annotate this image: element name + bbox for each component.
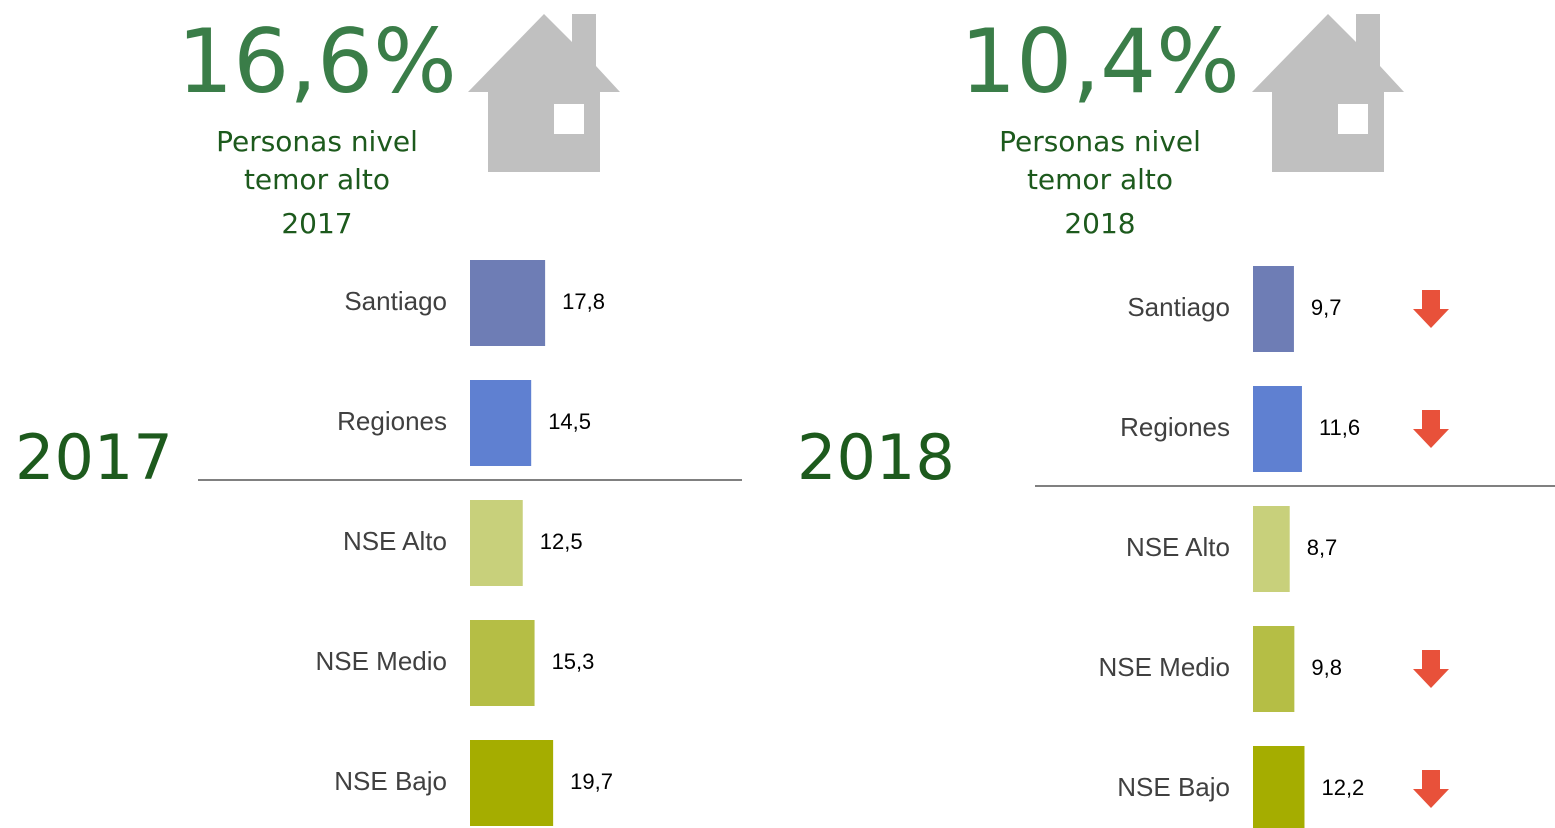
down-arrow bbox=[1413, 290, 1449, 328]
category-label: NSE Alto bbox=[1126, 532, 1230, 562]
value-label: 14,5 bbox=[548, 409, 591, 434]
bar bbox=[470, 500, 523, 586]
side-label: 2017 bbox=[15, 421, 173, 494]
subtitle: temor alto bbox=[244, 163, 390, 196]
bar bbox=[470, 380, 532, 466]
house-window bbox=[1338, 104, 1368, 134]
year-label: 2018 bbox=[1064, 207, 1135, 240]
headline: 16,6% bbox=[177, 10, 457, 113]
house-window bbox=[554, 104, 584, 134]
category-label: NSE Alto bbox=[343, 526, 447, 556]
subtitle: Personas nivel bbox=[216, 125, 418, 158]
value-label: 8,7 bbox=[1307, 535, 1338, 560]
value-label: 9,8 bbox=[1311, 655, 1342, 680]
category-label: Santiago bbox=[344, 286, 447, 316]
down-arrow bbox=[1413, 410, 1449, 448]
value-label: 12,2 bbox=[1321, 775, 1364, 800]
down-arrow bbox=[1413, 650, 1449, 688]
value-label: 9,7 bbox=[1311, 295, 1342, 320]
bar bbox=[470, 620, 535, 706]
bar bbox=[1253, 506, 1290, 592]
down-arrow bbox=[1413, 770, 1449, 808]
value-label: 12,5 bbox=[540, 529, 583, 554]
category-label: Regiones bbox=[337, 406, 447, 436]
value-label: 19,7 bbox=[570, 769, 613, 794]
bar bbox=[1253, 386, 1302, 472]
value-label: 15,3 bbox=[552, 649, 595, 674]
bar bbox=[1253, 266, 1294, 352]
category-label: Santiago bbox=[1127, 292, 1230, 322]
year-label: 2017 bbox=[281, 207, 352, 240]
house-icon bbox=[468, 14, 620, 172]
value-label: 17,8 bbox=[562, 289, 605, 314]
subtitle: temor alto bbox=[1027, 163, 1173, 196]
category-label: NSE Medio bbox=[1099, 652, 1231, 682]
side-label: 2018 bbox=[797, 421, 955, 494]
category-label: NSE Medio bbox=[316, 646, 448, 676]
subtitle: Personas nivel bbox=[999, 125, 1201, 158]
value-label: 11,6 bbox=[1319, 415, 1360, 440]
bar bbox=[470, 740, 554, 826]
bar bbox=[470, 260, 546, 346]
category-label: Regiones bbox=[1120, 412, 1230, 442]
headline: 10,4% bbox=[960, 10, 1240, 113]
category-label: NSE Bajo bbox=[334, 766, 447, 796]
category-label: NSE Bajo bbox=[1117, 772, 1230, 802]
bar bbox=[1253, 746, 1305, 828]
house-icon bbox=[1252, 14, 1404, 172]
bar bbox=[1253, 626, 1295, 712]
